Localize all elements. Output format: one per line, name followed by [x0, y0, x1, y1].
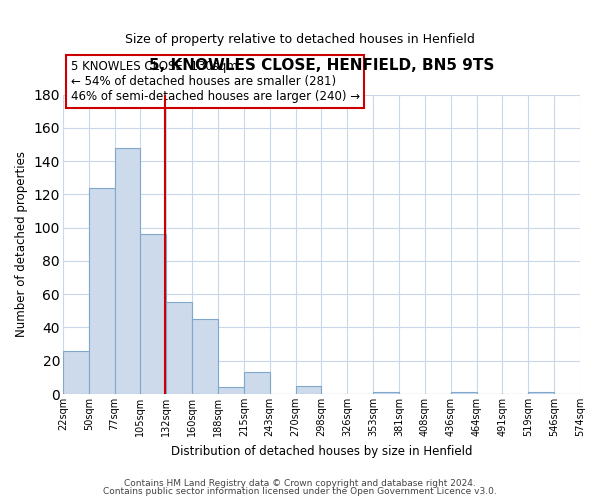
Bar [296, 386, 322, 394]
Bar [244, 372, 270, 394]
X-axis label: Distribution of detached houses by size in Henfield: Distribution of detached houses by size … [170, 444, 472, 458]
Bar [218, 388, 244, 394]
Bar [451, 392, 476, 394]
Bar [63, 351, 89, 394]
Bar [115, 148, 140, 394]
Y-axis label: Number of detached properties: Number of detached properties [15, 152, 28, 338]
Text: Contains HM Land Registry data © Crown copyright and database right 2024.: Contains HM Land Registry data © Crown c… [124, 478, 476, 488]
Bar [166, 302, 192, 394]
Bar [373, 392, 399, 394]
Text: 5 KNOWLES CLOSE: 130sqm
← 54% of detached houses are smaller (281)
46% of semi-d: 5 KNOWLES CLOSE: 130sqm ← 54% of detache… [71, 60, 360, 103]
Text: Contains public sector information licensed under the Open Government Licence v3: Contains public sector information licen… [103, 488, 497, 496]
Bar [89, 188, 115, 394]
Bar [528, 392, 554, 394]
Title: 5, KNOWLES CLOSE, HENFIELD, BN5 9TS: 5, KNOWLES CLOSE, HENFIELD, BN5 9TS [149, 58, 494, 72]
Bar [140, 234, 166, 394]
Bar [192, 319, 218, 394]
Text: Size of property relative to detached houses in Henfield: Size of property relative to detached ho… [125, 32, 475, 46]
